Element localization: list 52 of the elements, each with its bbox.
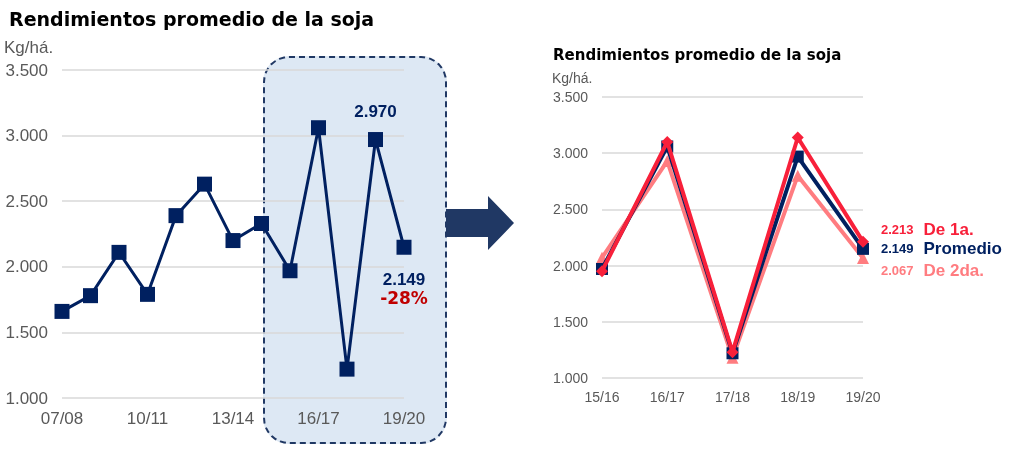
y-axis-title: Kg/há.	[552, 70, 593, 86]
x-tick-label: 19/20	[845, 389, 881, 405]
x-tick-label: 19/20	[382, 409, 426, 428]
point	[168, 208, 184, 224]
text: Promedio	[923, 239, 1002, 259]
x-tick-label: 18/19	[780, 389, 816, 405]
x-tick-label: 07/08	[40, 409, 84, 428]
x-tick-label: 15/16	[584, 389, 620, 405]
point	[54, 303, 70, 319]
data-label: 2.149	[881, 241, 914, 257]
y-tick-label: 1.000	[552, 370, 589, 386]
data-label: 2.149	[382, 269, 426, 289]
x-tick-label: 17/18	[714, 389, 751, 405]
point	[83, 288, 98, 304]
point	[140, 286, 155, 302]
x-tick-label: 13/14	[211, 409, 255, 428]
y-tick-label: 2.000	[5, 257, 48, 277]
y-tick-label: 2.000	[552, 257, 589, 274]
y-tick-label: 3.500	[552, 89, 589, 105]
point	[857, 235, 869, 248]
text: De 1a.	[923, 220, 974, 240]
text: De 2da.	[923, 260, 985, 280]
point	[225, 233, 241, 249]
y-axis-title: Kg/há.	[4, 38, 54, 57]
point	[311, 120, 326, 136]
y-tick-label: 3.500	[5, 60, 48, 80]
chart-title: Rendimientos promedio de la soja	[553, 45, 842, 64]
data-label: 2.970	[354, 102, 397, 122]
chart-title: Rendimientos promedio de la soja	[9, 7, 375, 30]
x-tick-label: 16/17	[649, 389, 685, 405]
point	[282, 263, 298, 279]
point	[339, 361, 355, 377]
y-tick-label: 2.500	[5, 191, 48, 211]
point	[396, 239, 412, 255]
point	[661, 135, 674, 148]
x-tick-label: 16/17	[297, 409, 340, 428]
point	[197, 176, 212, 192]
y-tick-label: 2.500	[552, 201, 589, 218]
annotation: -28%	[380, 287, 428, 308]
point	[111, 244, 127, 260]
point	[368, 132, 383, 148]
y-tick-label: 1.500	[5, 322, 48, 342]
point	[791, 169, 804, 182]
point	[791, 131, 804, 144]
y-tick-label: 3.000	[552, 145, 589, 162]
data-label: 2.213	[881, 222, 914, 238]
y-tick-label: 3.000	[5, 126, 48, 146]
point	[254, 216, 269, 231]
y-tick-label: 1.500	[552, 313, 589, 330]
y-tick-label: 1.000	[5, 388, 48, 408]
x-tick-label: 10/11	[126, 409, 169, 428]
data-label: 2.067	[881, 262, 914, 278]
